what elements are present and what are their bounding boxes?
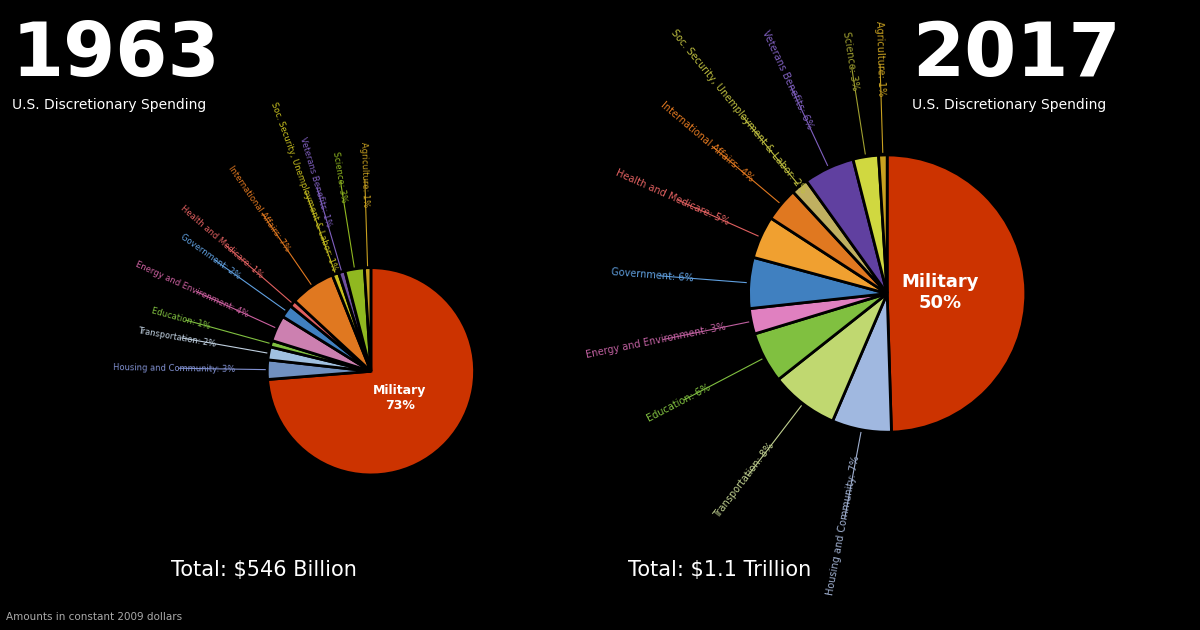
Wedge shape	[268, 347, 371, 371]
Text: Amounts in constant 2009 dollars: Amounts in constant 2009 dollars	[6, 612, 182, 622]
Text: Soc. Security, Unemployment & Labor: 2%: Soc. Security, Unemployment & Labor: 2%	[668, 27, 808, 195]
Wedge shape	[272, 317, 371, 371]
Text: Transportation: 8%: Transportation: 8%	[712, 441, 776, 520]
Text: Health and Medicare: 5%: Health and Medicare: 5%	[613, 168, 731, 227]
Text: Agriculture: 1%: Agriculture: 1%	[874, 20, 886, 96]
Wedge shape	[365, 268, 371, 371]
Text: Total: $1.1 Trillion: Total: $1.1 Trillion	[629, 560, 811, 580]
Wedge shape	[749, 294, 887, 334]
Wedge shape	[770, 192, 887, 294]
Wedge shape	[283, 306, 371, 371]
Text: Veterans Benefits: 1%: Veterans Benefits: 1%	[298, 136, 332, 228]
Wedge shape	[793, 181, 887, 294]
Text: Agriculture: 1%: Agriculture: 1%	[359, 142, 370, 207]
Text: International Affairs: 7%: International Affairs: 7%	[227, 164, 292, 254]
Text: U.S. Discretionary Spending: U.S. Discretionary Spending	[12, 98, 206, 112]
Text: Government: 6%: Government: 6%	[611, 267, 694, 284]
Text: Science: 3%: Science: 3%	[331, 151, 348, 203]
Text: Science: 3%: Science: 3%	[841, 31, 860, 91]
Text: Energy and Environment: 4%: Energy and Environment: 4%	[134, 260, 250, 319]
Wedge shape	[749, 258, 887, 309]
Text: Total: $546 Billion: Total: $546 Billion	[172, 560, 356, 580]
Text: Housing and Community: 3%: Housing and Community: 3%	[113, 363, 235, 374]
Wedge shape	[332, 273, 371, 371]
Text: International Affairs: 4%: International Affairs: 4%	[659, 100, 755, 184]
Wedge shape	[754, 218, 887, 294]
Text: Military
73%: Military 73%	[373, 384, 426, 412]
Text: Government: 2%: Government: 2%	[179, 232, 242, 282]
Wedge shape	[878, 155, 887, 294]
Text: Transportation: 2%: Transportation: 2%	[137, 326, 217, 348]
Wedge shape	[344, 268, 371, 371]
Text: Education: 1%: Education: 1%	[151, 306, 211, 331]
Text: Veterans Benefits: 6%: Veterans Benefits: 6%	[761, 29, 815, 131]
Text: 1963: 1963	[12, 19, 221, 92]
Text: Education: 6%: Education: 6%	[644, 382, 712, 423]
Text: 2017: 2017	[912, 19, 1121, 92]
Wedge shape	[295, 275, 371, 371]
Text: Health and Medicare: 1%: Health and Medicare: 1%	[179, 204, 265, 280]
Text: Military
50%: Military 50%	[901, 273, 978, 312]
Wedge shape	[806, 159, 887, 294]
Wedge shape	[853, 155, 887, 294]
Wedge shape	[338, 271, 371, 371]
Wedge shape	[290, 301, 371, 371]
Wedge shape	[268, 268, 474, 475]
Text: Housing and Community: 7%: Housing and Community: 7%	[826, 454, 862, 596]
Text: U.S. Discretionary Spending: U.S. Discretionary Spending	[912, 98, 1106, 112]
Wedge shape	[887, 155, 1026, 432]
Wedge shape	[779, 294, 887, 421]
Text: Energy and Environment: 3%: Energy and Environment: 3%	[586, 322, 727, 360]
Wedge shape	[755, 294, 887, 379]
Text: Soc. Security, Unemployment & Labor: 1%: Soc. Security, Unemployment & Labor: 1%	[269, 101, 338, 272]
Wedge shape	[268, 360, 371, 379]
Wedge shape	[270, 341, 371, 371]
Wedge shape	[833, 294, 892, 432]
